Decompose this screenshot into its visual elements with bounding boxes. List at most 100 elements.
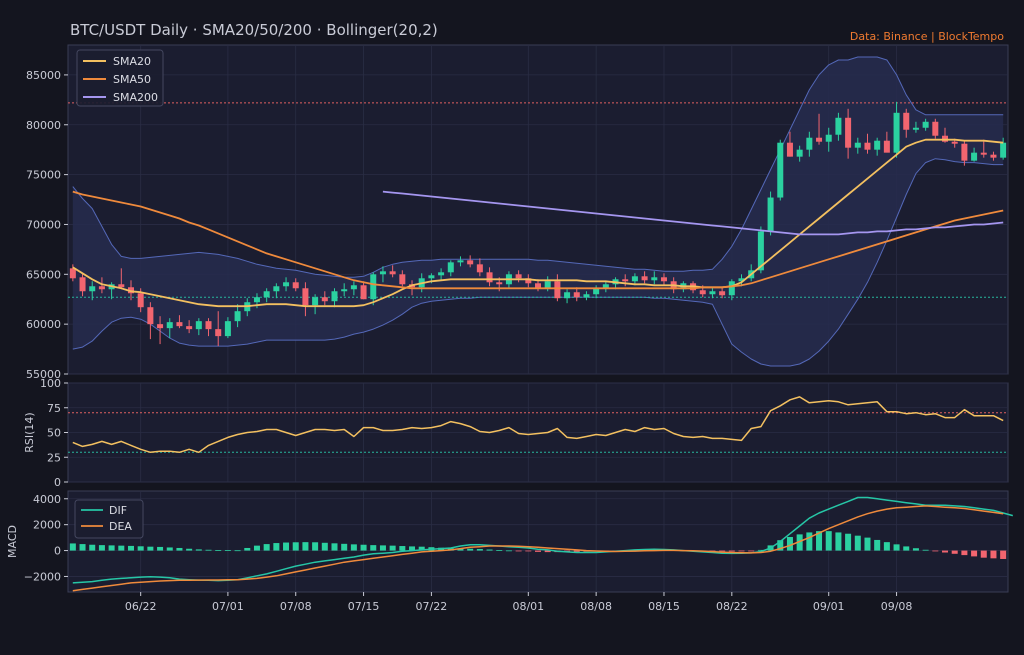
candle-body — [951, 141, 958, 144]
candle-body — [89, 286, 96, 292]
macd-histogram-bar — [534, 550, 542, 552]
macd-ytick-label: 2000 — [33, 519, 61, 532]
macd-histogram-bar — [195, 549, 202, 551]
macd-legend: DIF DEA — [74, 499, 144, 539]
candle-body — [777, 142, 784, 198]
macd-histogram-bar — [147, 546, 154, 551]
candle-body — [234, 311, 241, 322]
macd-histogram-bar — [399, 546, 406, 551]
price-legend-box — [76, 49, 164, 107]
macd-histogram-bar — [845, 533, 852, 551]
candle-body — [166, 322, 173, 329]
candle-body — [816, 137, 823, 142]
macd-histogram-bar — [302, 542, 309, 551]
macd-histogram-bar — [370, 545, 377, 551]
rsi-panel: 0 25 50 75 100 RSI(14) — [23, 377, 1009, 489]
candle-body — [438, 272, 445, 276]
xtick-label: 07/22 — [416, 600, 448, 613]
rsi-ytick-label: 50 — [47, 427, 61, 440]
macd-histogram-bar — [312, 542, 319, 551]
price-ytick-label: 75000 — [26, 169, 61, 182]
candle-body — [893, 112, 900, 153]
rsi-ytick-label: 100 — [40, 377, 61, 390]
candle-body — [961, 143, 968, 161]
macd-histogram-bar — [971, 550, 978, 557]
macd-histogram-bar — [816, 531, 823, 551]
macd-histogram-bar — [874, 539, 881, 551]
candle-body — [883, 140, 890, 153]
xtick-label: 07/01 — [212, 600, 244, 613]
candle-body — [806, 137, 813, 150]
candle-body — [467, 260, 474, 265]
macd-histogram-bar — [951, 550, 958, 554]
candle-body — [825, 134, 832, 142]
candle-body — [205, 321, 212, 330]
macd-histogram-bar — [757, 549, 764, 551]
candle-body — [224, 321, 231, 337]
candle-body — [728, 281, 735, 296]
candle-body — [379, 271, 386, 275]
rsi-ytick-label: 75 — [47, 402, 61, 415]
candle-body — [796, 149, 803, 157]
macd-histogram-bar — [224, 550, 231, 551]
candle-body — [428, 275, 435, 279]
macd-histogram-bar — [738, 550, 745, 552]
rsi-ytick-label: 25 — [47, 451, 61, 464]
macd-histogram-bar — [990, 550, 997, 559]
macd-histogram-bar — [176, 547, 183, 551]
macd-histogram-bar — [883, 542, 890, 551]
macd-histogram-bar — [854, 535, 861, 551]
legend-label-dea: DEA — [109, 520, 132, 533]
data-source: Data: Binance | BlockTempo — [850, 30, 1004, 43]
macd-histogram-bar — [127, 545, 134, 551]
macd-histogram-bar — [137, 546, 144, 551]
rsi-ytick-label: 0 — [54, 476, 61, 489]
candle-body — [912, 127, 919, 130]
macd-histogram-bar — [409, 546, 416, 551]
candle-body — [932, 121, 939, 136]
xtick-label: 09/08 — [881, 600, 913, 613]
legend-label-dif: DIF — [109, 504, 127, 517]
sma20-line — [72, 138, 1004, 308]
sma50-line — [72, 190, 1004, 290]
candle-body — [127, 287, 134, 294]
candle-body — [98, 286, 105, 290]
candle-body — [534, 283, 542, 289]
candle-body — [370, 274, 377, 300]
price-panel: 55000 60000 65000 70000 75000 80000 85000 SMA20… — [26, 44, 1009, 381]
macd-histogram-bar — [457, 548, 464, 551]
macd-histogram-bar — [573, 550, 580, 552]
candle-body — [331, 291, 338, 302]
candle-body — [186, 326, 193, 330]
candle-body — [215, 329, 222, 337]
candle-body — [79, 277, 86, 292]
macd-histogram-bar — [360, 544, 367, 551]
macd-histogram-bar — [544, 550, 551, 553]
macd-histogram-bar — [118, 545, 125, 551]
xtick-label: 09/01 — [813, 600, 845, 613]
macd-panel: −2000 0 2000 4000 MACD DIF DEA 06/22 07/01 07/08 0… — [6, 490, 1013, 613]
xtick-label: 08/15 — [648, 600, 680, 613]
macd-ytick-label: 0 — [54, 545, 61, 558]
macd-histogram-bar — [205, 549, 212, 551]
macd-histogram-bar — [215, 550, 222, 551]
candle-body — [835, 117, 842, 135]
macd-histogram-bar — [283, 542, 290, 551]
candle-body — [699, 290, 706, 295]
candle-body — [496, 282, 503, 285]
candle-body — [660, 277, 667, 282]
candle-body — [69, 268, 76, 279]
price-ytick-label: 85000 — [26, 69, 61, 82]
candle-body — [360, 285, 367, 300]
macd-histogram-bar — [350, 544, 357, 551]
price-ytick-label: 65000 — [26, 268, 61, 281]
candle-body — [845, 117, 852, 148]
xtick-label: 06/22 — [125, 600, 157, 613]
xtick-label: 08/22 — [716, 600, 748, 613]
candle-body — [593, 288, 600, 295]
sma200-line — [382, 190, 1004, 236]
candle-body — [971, 152, 978, 161]
candle-body — [341, 289, 348, 292]
macd-histogram-bar — [79, 544, 86, 551]
candle-body — [457, 260, 464, 263]
